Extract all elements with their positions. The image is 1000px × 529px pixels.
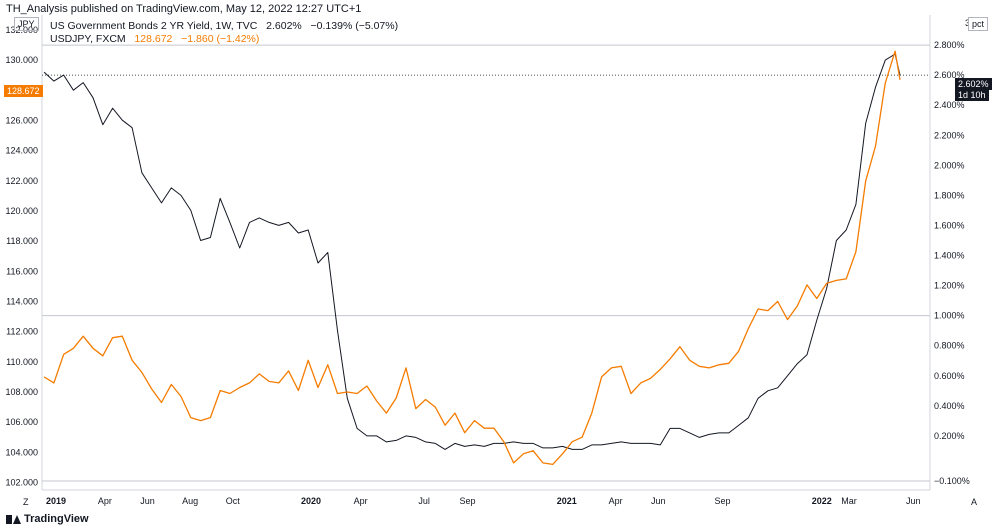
- x-tick-label: Apr: [609, 496, 623, 506]
- x-tick-label: Apr: [98, 496, 112, 506]
- right-tick-label: 2.200%: [934, 130, 965, 140]
- left-tick-label: 104.000: [5, 447, 38, 457]
- usdjpy-price-tag: 128.672: [4, 85, 43, 97]
- x-tick-label: Jun: [651, 496, 666, 506]
- usdjpy-series-line[interactable]: [43, 50, 901, 466]
- right-tick-label: 1.200%: [934, 281, 965, 291]
- legend-yield[interactable]: US Government Bonds 2 YR Yield, 1W, TVC …: [50, 20, 398, 32]
- right-tick-label: 2.000%: [934, 160, 965, 170]
- left-tick-label: 106.000: [5, 417, 38, 427]
- legend-usdjpy-change: −1.860 (−1.42%): [181, 33, 260, 45]
- right-tick-label: 1.000%: [934, 311, 965, 321]
- x-tick-label: Sep: [459, 496, 475, 506]
- right-tick-label: 2.600%: [934, 70, 965, 80]
- right-axis-auto-button[interactable]: A: [971, 497, 978, 507]
- right-unit-badge[interactable]: pct: [968, 17, 989, 31]
- x-tick-label: Oct: [226, 496, 241, 506]
- tradingview-brand: TradingView: [6, 513, 89, 525]
- right-tick-label: 2.400%: [934, 100, 965, 110]
- x-tick-label: 2022: [812, 496, 832, 506]
- publisher-line: TH_Analysis published on TradingView.com…: [6, 3, 362, 15]
- x-tick-label: 2019: [46, 496, 66, 506]
- x-tick-label: Sep: [714, 496, 730, 506]
- left-tick-label: 130.000: [5, 55, 38, 65]
- left-tick-label: 118.000: [6, 236, 38, 246]
- legend-usdjpy[interactable]: USDJPY, FXCM 128.672 −1.860 (−1.42%): [50, 33, 259, 45]
- legend-yield-name: US Government Bonds 2 YR Yield, 1W, TVC: [50, 20, 258, 32]
- right-tick-label: 0.200%: [934, 431, 965, 441]
- left-tick-label: 126.000: [5, 116, 38, 126]
- legend-yield-price: 2.602%: [266, 20, 302, 32]
- x-tick-label: Aug: [182, 496, 198, 506]
- left-tick-label: 114.000: [6, 297, 38, 307]
- left-tick-label: 108.000: [5, 387, 38, 397]
- right-tick-label: 1.600%: [934, 220, 965, 230]
- x-tick-label: Apr: [354, 496, 368, 506]
- right-tick-label: 1.400%: [934, 251, 965, 261]
- x-tick-label: Jun: [140, 496, 155, 506]
- left-tick-label: 112.000: [6, 327, 38, 337]
- yield-series-line[interactable]: [43, 53, 901, 450]
- legend-yield-change: −0.139% (−5.07%): [310, 20, 399, 32]
- right-tick-label: 1.800%: [934, 190, 965, 200]
- right-tick-label: 0.800%: [934, 341, 965, 351]
- legend-usdjpy-name: USDJPY, FXCM: [50, 33, 126, 45]
- x-tick-label: 2021: [557, 496, 577, 506]
- right-tick-label: −0.100%: [934, 476, 970, 486]
- right-tick-label: 0.600%: [934, 371, 965, 381]
- x-tick-label: Jun: [906, 496, 921, 506]
- left-tick-label: 116.000: [6, 266, 38, 276]
- left-tick-label: 120.000: [5, 206, 38, 216]
- right-tick-label: 2.800%: [934, 40, 965, 50]
- x-tick-label: Jul: [418, 496, 430, 506]
- x-tick-label: 2020: [301, 496, 321, 506]
- left-tick-label: 124.000: [5, 146, 38, 156]
- left-axis-auto-button[interactable]: Z: [23, 497, 29, 507]
- legend-usdjpy-price: 128.672: [134, 33, 173, 45]
- yield-price-tag: 2.602%: [955, 78, 992, 90]
- yield-countdown-tag: 1d 10h: [955, 89, 989, 101]
- right-tick-label: 0.400%: [934, 401, 965, 411]
- left-tick-label: 102.000: [5, 477, 38, 487]
- left-tick-label: 122.000: [5, 176, 38, 186]
- left-tick-label: 110.000: [6, 357, 38, 367]
- x-tick-label: Mar: [841, 496, 857, 506]
- tradingview-logo-icon: [6, 514, 21, 524]
- left-unit-badge[interactable]: JPY: [14, 17, 39, 31]
- tradingview-brand-name: TradingView: [24, 513, 89, 525]
